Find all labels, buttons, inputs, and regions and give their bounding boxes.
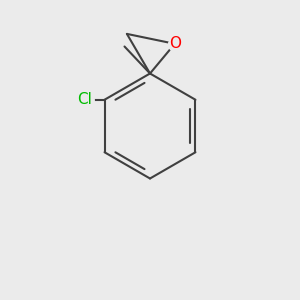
Text: Cl: Cl [78,92,92,107]
Text: O: O [169,36,181,51]
